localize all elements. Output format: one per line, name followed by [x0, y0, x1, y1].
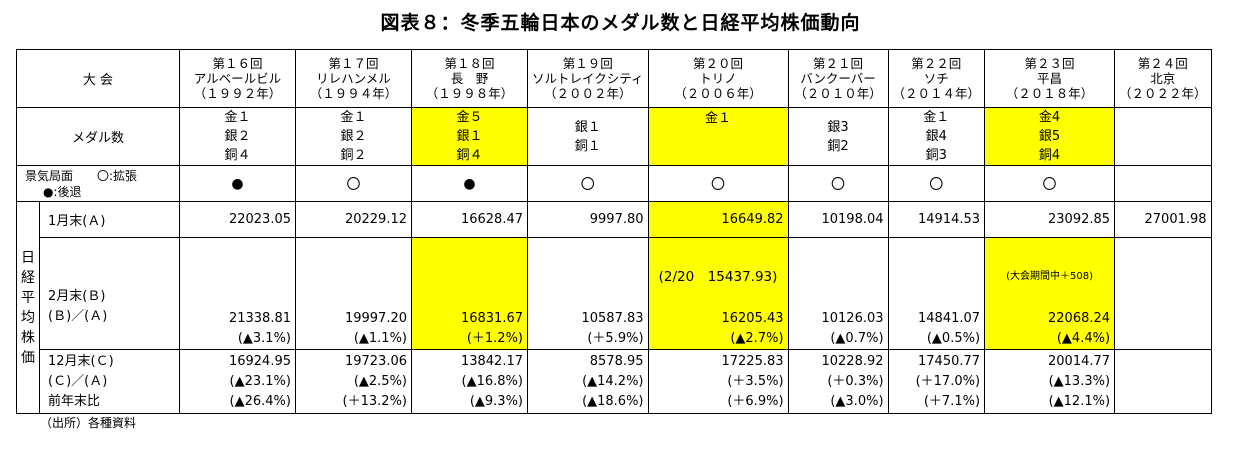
- game-header: 第１８回長 野（１９９８年）: [411, 49, 528, 108]
- medal-cell: 金１: [647, 107, 789, 166]
- jan-label: 1月末(Ａ): [39, 201, 180, 238]
- game-header: 第２２回 ソチ （２０１４年）: [887, 49, 986, 108]
- medal-cell: 銀１ 銅１: [527, 107, 649, 166]
- dec-cell: 10228.92 (＋0.3%) (▲3.0%): [787, 349, 889, 414]
- medal-cell: 金4 銀5 銅4: [984, 107, 1116, 166]
- medal-cell: 金５ 銀１ 銅４: [411, 107, 528, 166]
- keiki-mark: 〇: [647, 165, 789, 202]
- jan-value: 16628.47: [411, 201, 528, 238]
- jan-value: 23092.85: [984, 201, 1116, 238]
- jan-value: 16649.82: [647, 201, 789, 238]
- keiki-mark: 〇: [787, 165, 889, 202]
- medal-cell: 銀3 銅2: [787, 107, 889, 166]
- game-header: 第１７回 リレハンメル （１９９４年）: [295, 49, 412, 108]
- keiki-mark: 〇: [527, 165, 649, 202]
- feb-cell: 16831.67 (＋1.2%): [411, 237, 528, 350]
- jan-value: 20229.12: [295, 201, 412, 238]
- dec-cell: 16924.95 (▲23.1%) (▲26.4%): [179, 349, 296, 414]
- jan-row: 日経平均株価 1月末(Ａ) 22023.05 20229.12 16628.47…: [16, 201, 1212, 414]
- game-header: 第２１回 バンクーバー （２０１０年）: [787, 49, 889, 108]
- game-header: 第２０回 トリノ （２００６年）: [647, 49, 789, 108]
- medal-cell: 金１ 銀２ 銅２: [295, 107, 412, 166]
- game-header: 第２３回 平昌 （２０１８年）: [984, 49, 1116, 108]
- feb-cell: 14841.07 (▲0.5%): [887, 237, 986, 350]
- jan-value: 22023.05: [179, 201, 296, 238]
- game-header: 第２４回 北京 （２０２２年）: [1114, 49, 1212, 108]
- feb-row: 2月末(Ｂ) (Ｂ)／(Ａ) 21338.81 (▲3.1%) 19997.20 (▲…: [17, 237, 1212, 350]
- feb-cell: [1114, 237, 1212, 350]
- medals-row: メダル数 金１ 銀２ 銅４ 金１ 銀２ 銅２ 金５ 銀１ 銅４ 銀１ 銅１ 金１ 銀3 銅2 金…: [16, 107, 1212, 166]
- feb-cell: 10587.83 (＋5.9%): [527, 237, 649, 350]
- feb-label: 2月末(Ｂ) (Ｂ)／(Ａ): [39, 237, 180, 350]
- dec-cell: 17450.77 (＋17.0%) (＋7.1%): [887, 349, 986, 414]
- medal-cell: [1114, 107, 1212, 166]
- keiki-mark: 〇: [887, 165, 986, 202]
- header-row: 大 会 第１６回 アルベールビル （１９９２年） 第１７回 リレハンメル （１９９４年）…: [16, 49, 1212, 108]
- dec-row: 12月末(Ｃ) (Ｃ)／(Ａ) 前年末比 16924.95 (▲23.1%) (▲26.…: [17, 349, 1212, 414]
- feb-cell: 19997.20 (▲1.1%): [295, 237, 412, 350]
- feb-cell: 10126.03 (▲0.7%): [787, 237, 889, 350]
- medal-nikkei-table: 大 会 第１６回 アルベールビル （１９９２年） 第１７回 リレハンメル （１９９４年）…: [16, 49, 1212, 414]
- feb-cell: (大会期間中＋508) 22068.24 (▲4.4%): [984, 237, 1116, 350]
- feb-cell: (2/20 15437.93) 16205.43 (▲2.7%): [647, 237, 789, 350]
- keiki-row: 景気局面 〇:拡張 ●:後退 ● 〇 ● 〇 〇 〇 〇 〇: [16, 165, 1212, 202]
- jan-value: 27001.98: [1114, 201, 1212, 238]
- keiki-mark: 〇: [984, 165, 1116, 202]
- medal-cell: 金１ 銀4 銅3: [887, 107, 986, 166]
- jan-value: 9997.80: [527, 201, 649, 238]
- dec-cell: 13842.17 (▲16.8%) (▲9.3%): [411, 349, 528, 414]
- keiki-label: 景気局面 〇:拡張 ●:後退: [16, 165, 180, 202]
- medals-label: メダル数: [16, 107, 180, 166]
- feb-cell: 21338.81 (▲3.1%): [179, 237, 296, 350]
- game-header: 第１６回 アルベールビル （１９９２年）: [179, 49, 296, 108]
- game-header: 第１９回 ソルトレイクシティ （２００２年）: [527, 49, 649, 108]
- dec-cell: 17225.83 (＋3.5%) (＋6.9%): [647, 349, 789, 414]
- dec-cell: [1114, 349, 1212, 414]
- keiki-mark: ●: [411, 165, 528, 202]
- page-title: 図表８：冬季五輪日本のメダル数と日経平均株価動向: [380, 12, 861, 34]
- keiki-mark: ●: [179, 165, 296, 202]
- jan-value: 14914.53: [887, 201, 986, 238]
- nikkei-vertical-label: 日経平均株価: [16, 201, 40, 414]
- keiki-mark: 〇: [295, 165, 412, 202]
- dec-cell: 20014.77 (▲13.3%) (▲12.1%): [984, 349, 1116, 414]
- dec-cell: 19723.06 (▲2.5%) (＋13.2%): [295, 349, 412, 414]
- dec-label: 12月末(Ｃ) (Ｃ)／(Ａ) 前年末比: [39, 349, 180, 414]
- medal-cell: 金１ 銀２ 銅４: [179, 107, 296, 166]
- taikai-label: 大 会: [16, 49, 180, 108]
- source-note: （出所）各種資料: [40, 416, 137, 430]
- dec-cell: 8578.95 (▲14.2%) (▲18.6%): [527, 349, 649, 414]
- feb-note: (2/20 15437.93): [658, 269, 778, 285]
- feb-note: (大会期間中＋508): [1006, 271, 1093, 282]
- keiki-mark: [1114, 165, 1212, 202]
- jan-value: 10198.04: [787, 201, 889, 238]
